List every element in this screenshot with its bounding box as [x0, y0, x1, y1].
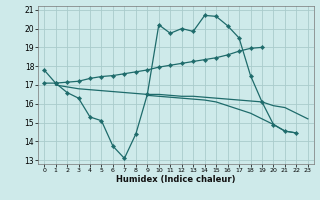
X-axis label: Humidex (Indice chaleur): Humidex (Indice chaleur) — [116, 175, 236, 184]
